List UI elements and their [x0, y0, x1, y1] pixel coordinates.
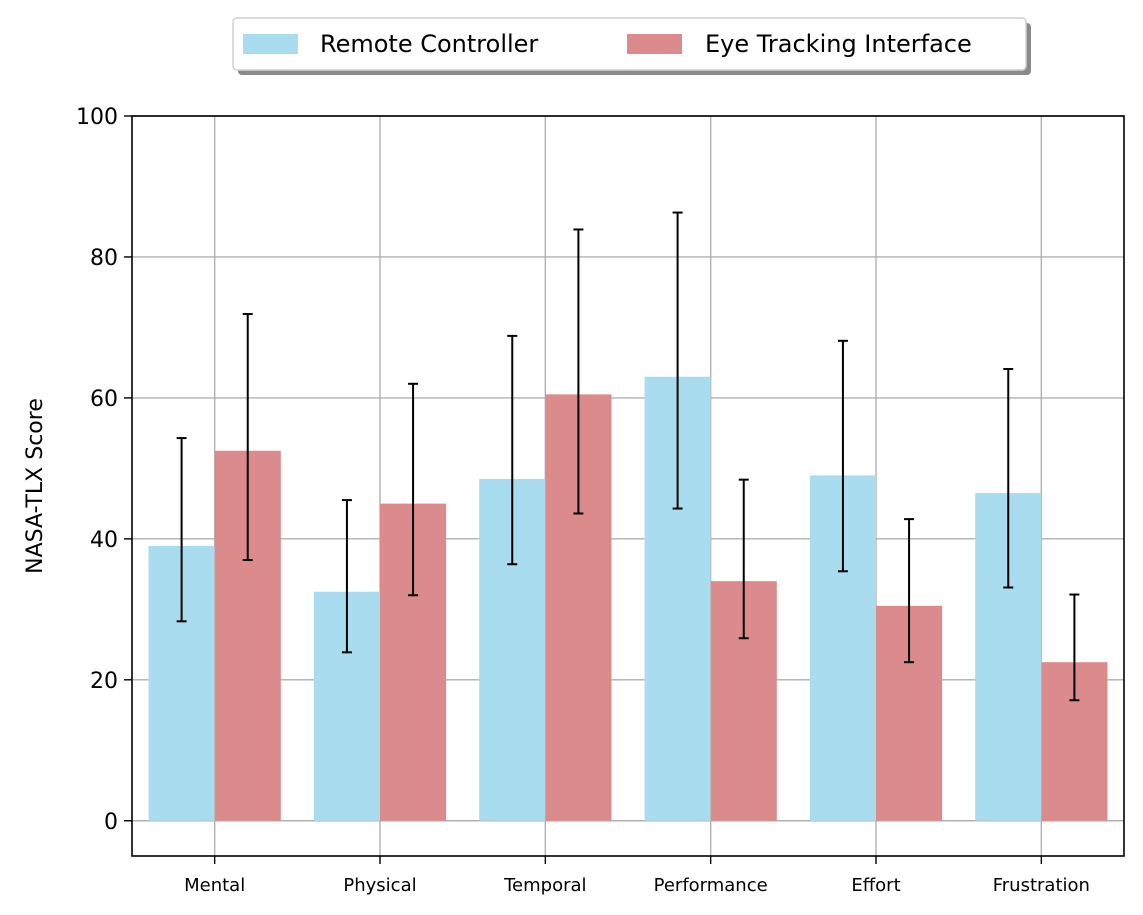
error-bar — [904, 518, 915, 664]
y-tick-label: 40 — [90, 528, 118, 553]
legend-label-remote-controller: Remote Controller — [320, 30, 538, 58]
error-bar — [176, 437, 187, 623]
x-tick-label: Frustration — [993, 875, 1090, 896]
y-tick-label: 20 — [90, 669, 118, 694]
y-tick-label: 80 — [90, 246, 118, 271]
y-tick-label: 60 — [90, 387, 118, 412]
x-tick-label: Temporal — [503, 875, 586, 896]
axis-ticks: 0 20 40 60 80 100 Mental Physical Temporal Perfor… — [76, 105, 1090, 896]
legend-swatch-eye-tracking-interface — [627, 34, 682, 54]
bars — [148, 376, 1108, 821]
error-bar — [1069, 593, 1080, 702]
legend-swatch-remote-controller — [243, 34, 298, 54]
legend: Remote Controller Eye Tracking Interface — [232, 17, 1031, 75]
error-bar — [242, 313, 253, 561]
x-tick-label: Physical — [343, 875, 416, 896]
error-bars — [176, 211, 1080, 702]
error-bar — [341, 499, 352, 654]
y-tick-label: 100 — [76, 105, 118, 130]
x-tick-label: Performance — [654, 875, 768, 896]
y-tick-label: 0 — [104, 810, 118, 835]
x-tick-label: Effort — [851, 875, 900, 896]
plot-frame — [131, 115, 1125, 857]
error-bar — [738, 478, 749, 640]
y-axis-title: NASA-TLX Score — [23, 398, 48, 574]
error-bar — [573, 228, 584, 515]
error-bar — [408, 382, 419, 597]
error-bar — [837, 339, 848, 573]
error-bar — [507, 334, 518, 566]
x-tick-label: Mental — [184, 875, 245, 896]
legend-label-eye-tracking-interface: Eye Tracking Interface — [705, 30, 972, 58]
error-bar — [672, 211, 683, 510]
error-bar — [1003, 368, 1014, 589]
